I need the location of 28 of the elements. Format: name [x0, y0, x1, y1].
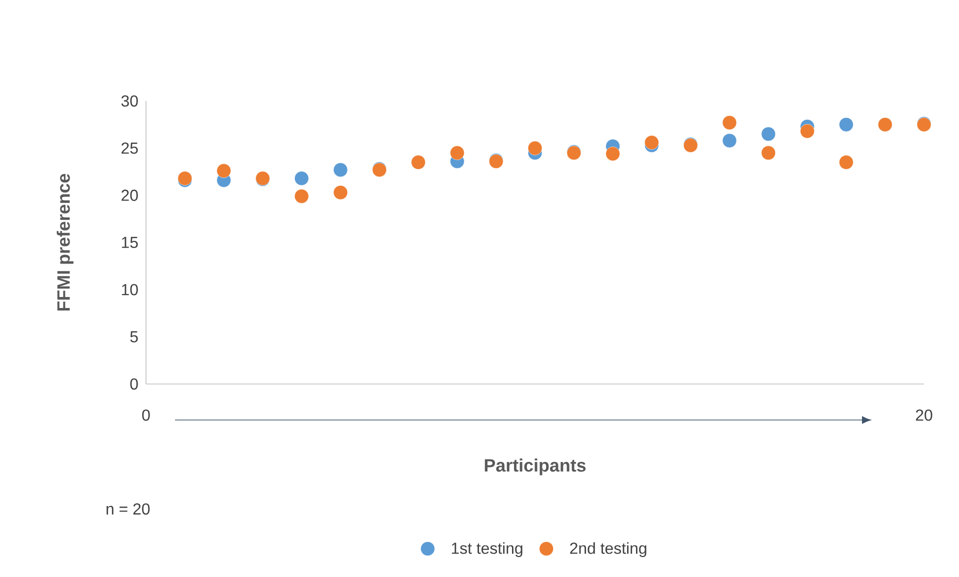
point [333, 185, 348, 200]
legend-label: 2nd testing [570, 542, 646, 558]
text: n = 20 [106, 503, 150, 515]
point [450, 146, 464, 160]
point [839, 155, 854, 170]
y-tick-label: 0 [130, 378, 138, 390]
point [761, 146, 776, 160]
legend-label: 1st testing [452, 542, 522, 558]
y-axis-title: FFMI preference [56, 174, 74, 311]
point [528, 141, 542, 156]
point [216, 164, 231, 178]
y-tick-label: 10 [122, 284, 138, 296]
point [722, 133, 737, 148]
point [644, 135, 659, 150]
point [294, 189, 309, 204]
point [333, 162, 348, 177]
point [761, 126, 776, 142]
point [606, 146, 620, 161]
point [839, 117, 854, 132]
y-tick-label: 20 [122, 190, 138, 201]
y-tick-label: 30 [121, 95, 138, 107]
y-tick-label: 15 [122, 236, 138, 248]
x-axis-title: Participants [484, 458, 586, 476]
point [800, 124, 814, 138]
y-tick-label: 5 [130, 331, 138, 342]
point [722, 116, 737, 130]
y-tick-label: 25 [122, 142, 138, 154]
point [294, 171, 309, 186]
